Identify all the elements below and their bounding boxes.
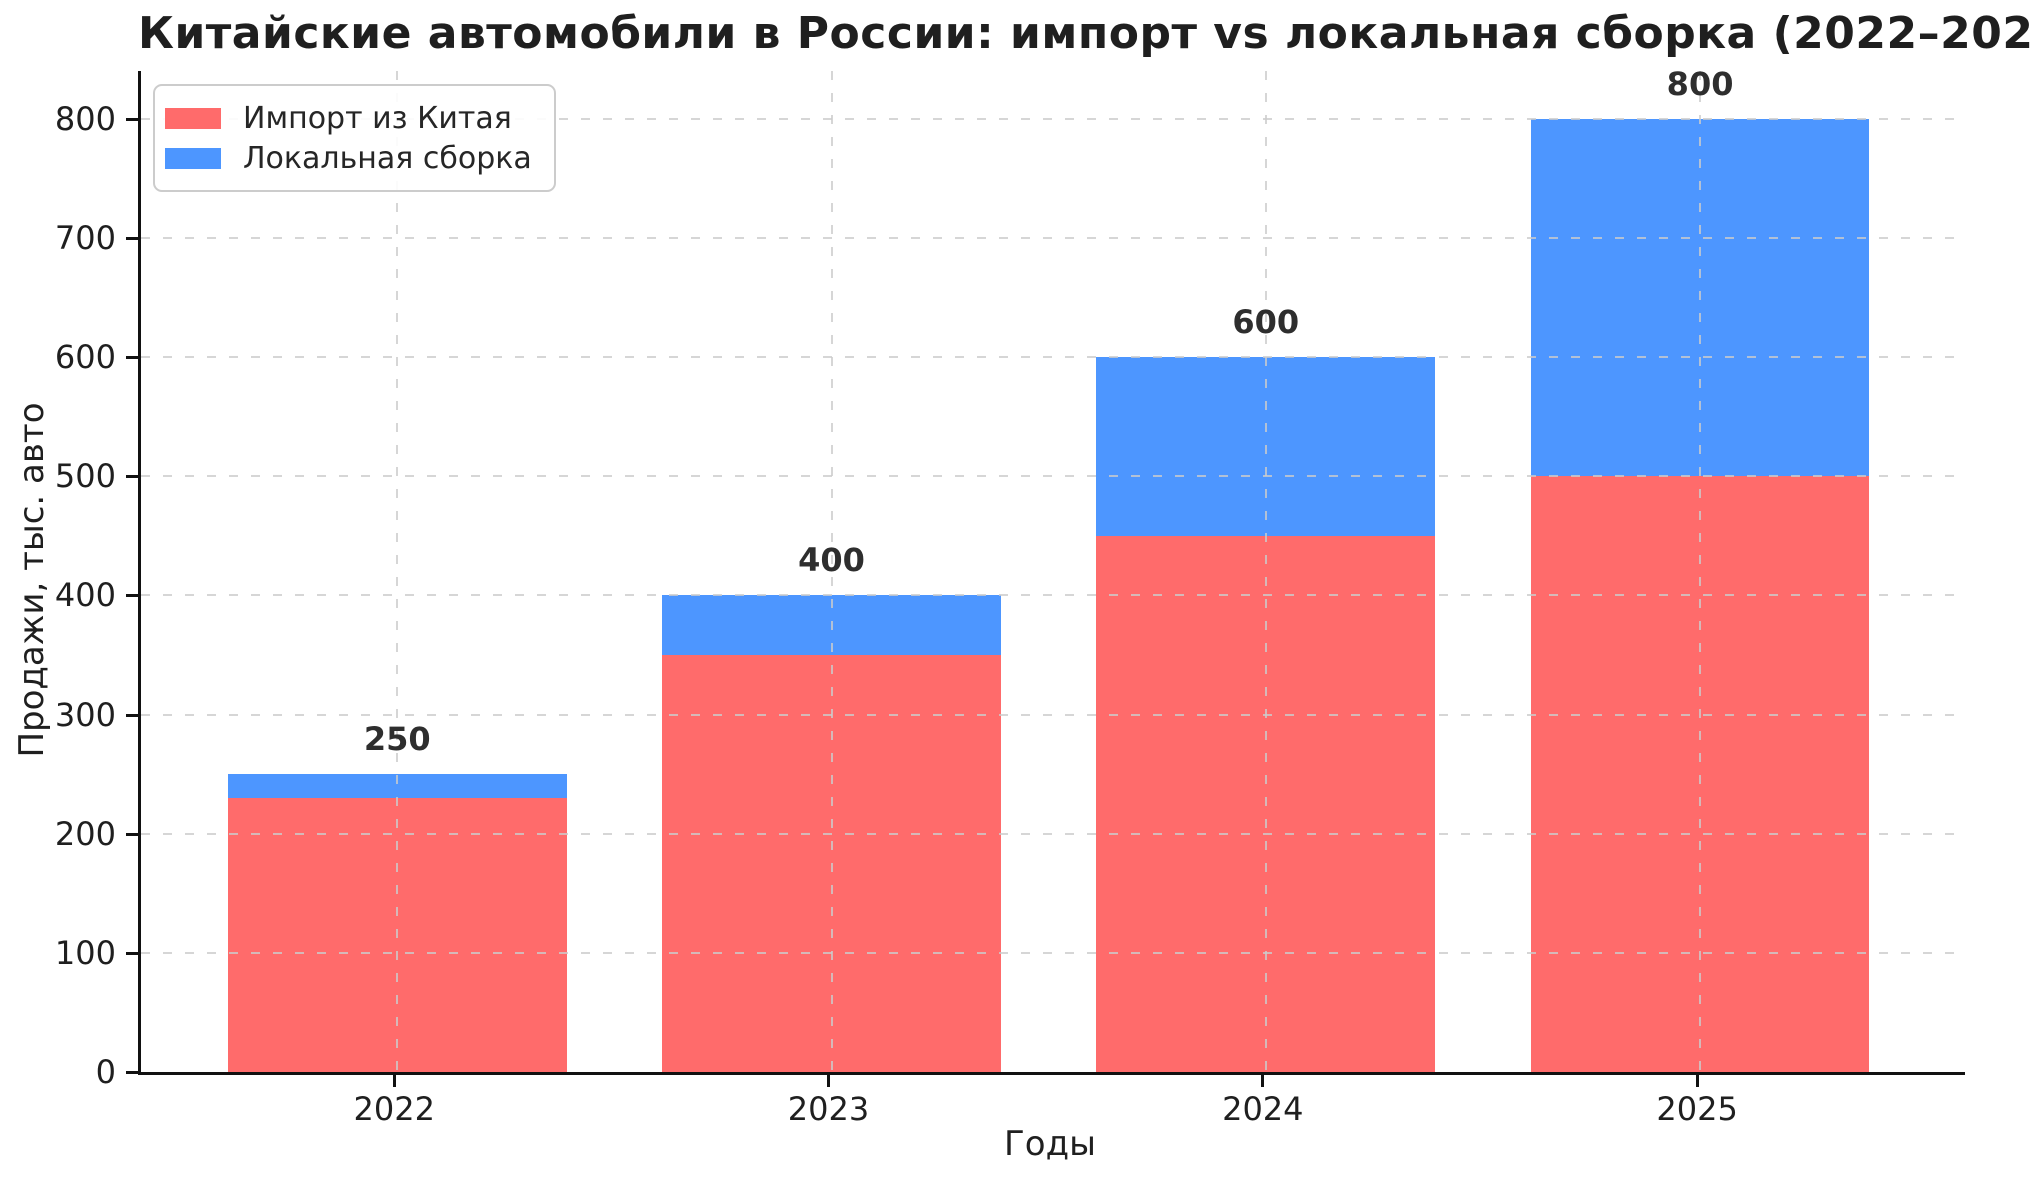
legend-item: Локальная сборка xyxy=(165,138,532,178)
legend: Импорт из Китая Локальная сборка xyxy=(153,84,556,192)
x-axis-label: Годы xyxy=(1004,1124,1096,1164)
legend-label: Локальная сборка xyxy=(243,140,532,176)
bar-segment-import xyxy=(662,654,1001,1072)
y-tick-label: 700 xyxy=(54,218,116,257)
bar-total-label: 600 xyxy=(1232,303,1300,341)
y-tick-mark xyxy=(126,951,138,955)
y-tick-mark xyxy=(126,713,138,717)
bar-total-label: 250 xyxy=(363,720,431,759)
y-tick-label: 300 xyxy=(54,695,116,734)
y-tick-label: 200 xyxy=(54,814,116,853)
bar-segment-import xyxy=(1530,476,1870,1072)
y-tick-mark xyxy=(126,117,138,121)
x-tick-mark xyxy=(392,1075,396,1087)
bar-segment-local xyxy=(227,774,567,798)
y-tick-label: 600 xyxy=(54,338,116,376)
x-tick-mark xyxy=(1261,1075,1265,1087)
x-tick-label: 2022 xyxy=(353,1090,435,1128)
x-tick-label: 2024 xyxy=(1222,1090,1304,1128)
y-tick-mark xyxy=(126,1071,138,1074)
x-tick-mark xyxy=(1695,1075,1699,1087)
bar-segment-local xyxy=(662,595,1001,655)
y-tick-mark xyxy=(126,356,138,359)
bar-total-label: 400 xyxy=(798,541,865,580)
y-tick-label: 100 xyxy=(54,933,116,972)
y-tick-label: 400 xyxy=(54,576,116,615)
bar-segment-import xyxy=(1096,535,1436,1072)
bar-total-label: 800 xyxy=(1666,64,1734,103)
legend-swatch-local xyxy=(165,147,221,169)
bar-segment-local xyxy=(1096,357,1436,536)
y-tick-label: 800 xyxy=(54,99,116,138)
plot-area: 250 400 600 800 xyxy=(138,65,1965,1075)
legend-item: Импорт из Китая xyxy=(165,98,532,138)
y-tick-mark xyxy=(126,236,138,240)
bar-segment-import xyxy=(227,797,567,1072)
y-tick-mark xyxy=(126,594,138,598)
legend-swatch-import xyxy=(165,107,221,129)
y-tick-label: 0 xyxy=(95,1053,116,1091)
y-tick-label: 500 xyxy=(54,457,116,496)
bar-segment-local xyxy=(1530,118,1870,477)
y-tick-mark xyxy=(126,475,138,479)
legend-label: Импорт из Китая xyxy=(243,100,512,136)
x-tick-label: 2023 xyxy=(787,1090,870,1128)
x-tick-label: 2025 xyxy=(1656,1090,1738,1128)
chart-title: Китайские автомобили в России: импорт vs… xyxy=(138,8,2036,59)
x-tick-mark xyxy=(827,1075,830,1087)
y-tick-mark xyxy=(126,832,138,836)
